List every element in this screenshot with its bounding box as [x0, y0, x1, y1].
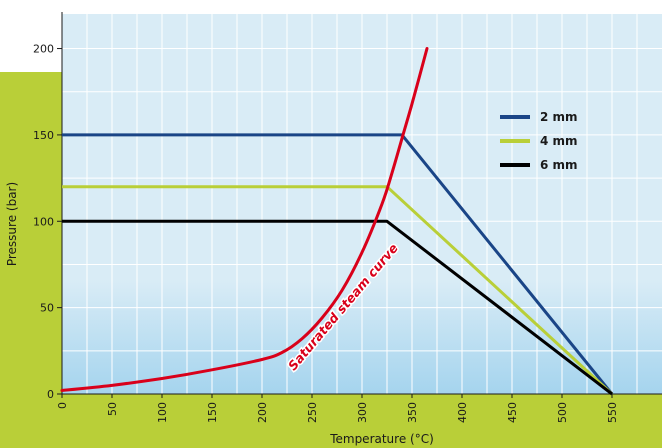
y-tick-label: 50	[40, 302, 54, 315]
axes	[57, 12, 662, 398]
x-tick-label: 250	[306, 402, 319, 423]
y-tick-label: 100	[33, 215, 54, 228]
x-tick-label: 0	[56, 402, 69, 409]
x-tick-label: 50	[106, 402, 119, 416]
series-line-6-mm	[62, 219, 613, 396]
grid-lines	[62, 14, 662, 394]
x-tick-label: 200	[256, 402, 269, 423]
x-tick-label: 300	[356, 402, 369, 423]
x-tick-label: 550	[606, 402, 619, 423]
x-tick-label: 500	[556, 402, 569, 423]
legend: 2 mm 4 mm 6 mm	[500, 110, 578, 172]
y-tick-label: 0	[47, 388, 54, 401]
y-axis-title: Pressure (bar)	[5, 182, 19, 266]
legend-label: 2 mm	[540, 110, 578, 124]
saturated-steam-curve	[60, 47, 429, 392]
tick-labels: 0 50 100 150 200 0 50 100 150 200 250 300 350 400 450 5…	[33, 43, 619, 423]
x-tick-label: 150	[206, 402, 219, 423]
x-tick-label: 400	[456, 402, 469, 423]
legend-label: 4 mm	[540, 134, 578, 148]
x-axis-title: Temperature (°C)	[329, 432, 434, 446]
x-tick-label: 350	[406, 402, 419, 423]
x-tick-label: 450	[506, 402, 519, 423]
y-tick-label: 150	[33, 129, 54, 142]
x-tick-label: 100	[156, 402, 169, 423]
y-tick-label: 200	[33, 43, 54, 56]
legend-label: 6 mm	[540, 158, 578, 172]
